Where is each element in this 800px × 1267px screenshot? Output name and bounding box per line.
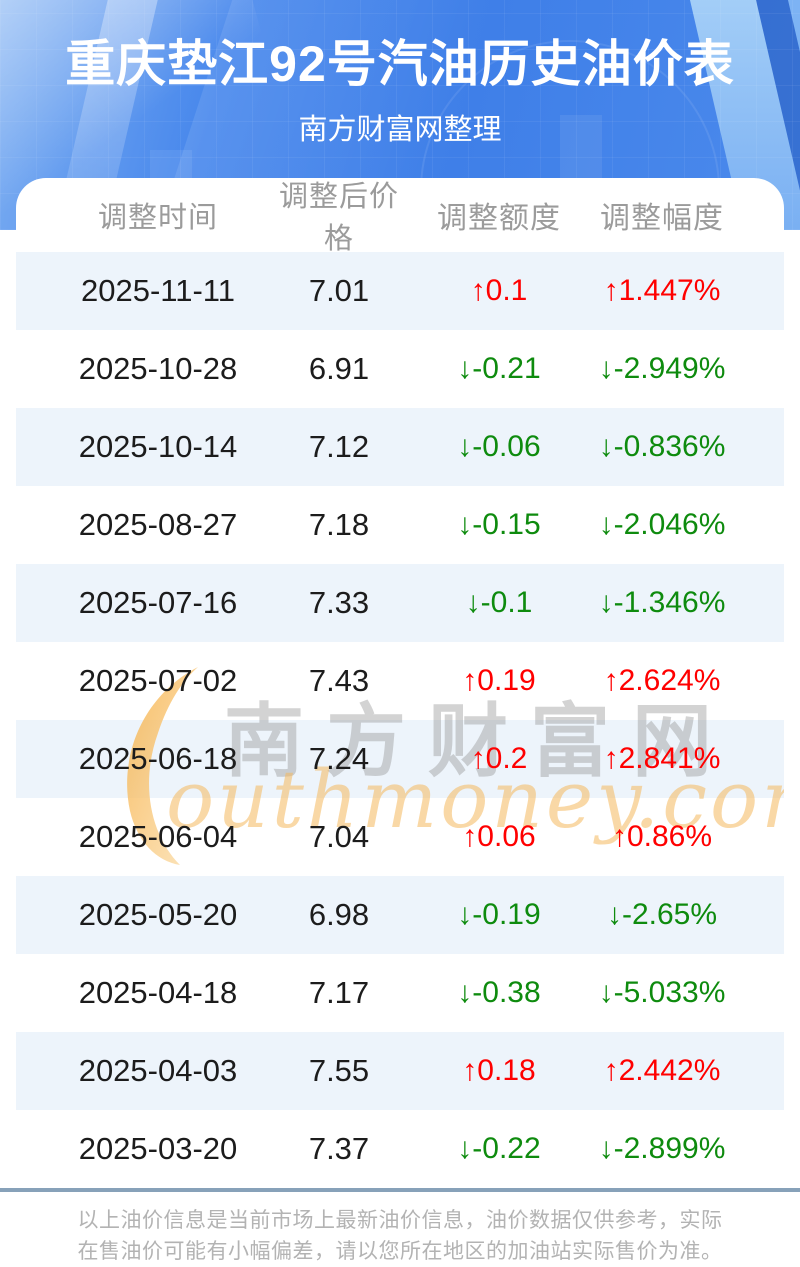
table-body: 2025-11-11 7.01 ↑0.1 ↑1.447% 2025-10-28 6.91 ↓… [16,252,784,1188]
price-cell: 7.24 [308,741,370,776]
banner: 重庆垫江92号汽油历史油价表 南方财富网整理 [0,0,800,230]
date-cell: 2025-05-20 [78,897,238,932]
table-row: 2025-06-04 7.04 ↑0.06 ↑0.86% [16,798,784,876]
date-cell: 2025-08-27 [78,507,238,542]
footer-divider [0,1188,800,1192]
column-header-adjust-amount: 调整额度 [437,202,561,235]
change-amount-cell: ↑0.06 [462,820,536,853]
date-cell: 2025-06-04 [78,819,238,854]
footer-disclaimer: 以上油价信息是当前市场上最新油价信息，油价数据仅供参考，实际 在售油价可能有小幅… [0,1192,800,1267]
price-cell: 7.43 [308,663,370,698]
date-cell: 2025-07-16 [78,585,238,620]
date-cell: 2025-11-11 [81,273,235,308]
page-title: 重庆垫江92号汽油历史油价表 [65,36,735,92]
price-cell: 7.18 [308,507,370,542]
change-amount-cell: ↓-0.38 [457,976,541,1009]
date-cell: 2025-04-03 [78,1053,238,1088]
price-cell: 7.04 [308,819,370,854]
change-amount-cell: ↑0.18 [462,1054,536,1087]
column-header-adjusted-price: 调整后价格 [279,181,400,255]
change-amount-cell: ↓-0.15 [457,508,541,541]
date-cell: 2025-10-14 [78,429,238,464]
date-cell: 2025-03-20 [78,1131,238,1166]
change-percent-cell: ↑1.447% [603,274,721,307]
price-cell: 7.12 [308,429,370,464]
column-header-adjust-range: 调整幅度 [600,202,724,235]
table-row: 2025-10-14 7.12 ↓-0.06 ↓-0.836% [16,408,784,486]
price-cell: 6.98 [308,897,370,932]
change-amount-cell: ↓-0.19 [457,898,541,931]
table-row: 2025-11-11 7.01 ↑0.1 ↑1.447% [16,252,784,330]
table-row: 2025-05-20 6.98 ↓-0.19 ↓-2.65% [16,876,784,954]
table-row: 2025-04-03 7.55 ↑0.18 ↑2.442% [16,1032,784,1110]
change-percent-cell: ↓-0.836% [598,430,726,463]
price-table-card: 调整时间 调整后价格 调整额度 调整幅度 2025-11-11 7.01 ↑0.1 ↑… [16,178,784,1188]
change-percent-cell: ↓-5.033% [598,976,726,1009]
table-row: 2025-08-27 7.18 ↓-0.15 ↓-2.046% [16,486,784,564]
date-cell: 2025-06-18 [78,741,238,776]
change-percent-cell: ↓-1.346% [598,586,726,619]
price-cell: 7.33 [308,585,370,620]
price-cell: 7.55 [308,1053,370,1088]
table-row: 2025-07-16 7.33 ↓-0.1 ↓-1.346% [16,564,784,642]
change-amount-cell: ↓-0.22 [457,1132,541,1165]
change-amount-cell: ↓-0.21 [457,352,541,385]
price-cell: 6.91 [308,351,370,386]
change-percent-cell: ↓-2.899% [598,1132,726,1165]
table-row: 2025-03-20 7.37 ↓-0.22 ↓-2.899% [16,1110,784,1188]
change-percent-cell: ↓-2.046% [598,508,726,541]
change-percent-cell: ↓-2.65% [606,898,718,931]
page-subtitle: 南方财富网整理 [298,114,502,146]
date-cell: 2025-10-28 [78,351,238,386]
change-percent-cell: ↑2.624% [603,664,721,697]
footer-line-1: 以上油价信息是当前市场上最新油价信息，油价数据仅供参考，实际 [77,1209,723,1232]
footer-line-2: 在售油价可能有小幅偏差，请以您所在地区的加油站实际售价为准。 [77,1240,723,1263]
table-row: 2025-06-18 7.24 ↑0.2 ↑2.841% [16,720,784,798]
table-row: 2025-10-28 6.91 ↓-0.21 ↓-2.949% [16,330,784,408]
date-cell: 2025-04-18 [78,975,238,1010]
change-amount-cell: ↑0.19 [462,664,536,697]
table-row: 2025-07-02 7.43 ↑0.19 ↑2.624% [16,642,784,720]
change-amount-cell: ↓-0.1 [465,586,533,619]
change-percent-cell: ↑2.841% [603,742,721,775]
price-cell: 7.01 [308,273,370,308]
table-header-row: 调整时间 调整后价格 调整额度 调整幅度 [16,178,784,255]
change-amount-cell: ↑0.2 [470,742,528,775]
price-cell: 7.17 [308,975,370,1010]
change-amount-cell: ↑0.1 [470,274,528,307]
change-amount-cell: ↓-0.06 [457,430,541,463]
column-header-adjust-time: 调整时间 [97,202,218,234]
date-cell: 2025-07-02 [78,663,238,698]
change-percent-cell: ↑0.86% [611,820,713,853]
change-percent-cell: ↑2.442% [603,1054,721,1087]
change-percent-cell: ↓-2.949% [598,352,726,385]
table-row: 2025-04-18 7.17 ↓-0.38 ↓-5.033% [16,954,784,1032]
price-cell: 7.37 [308,1131,370,1166]
